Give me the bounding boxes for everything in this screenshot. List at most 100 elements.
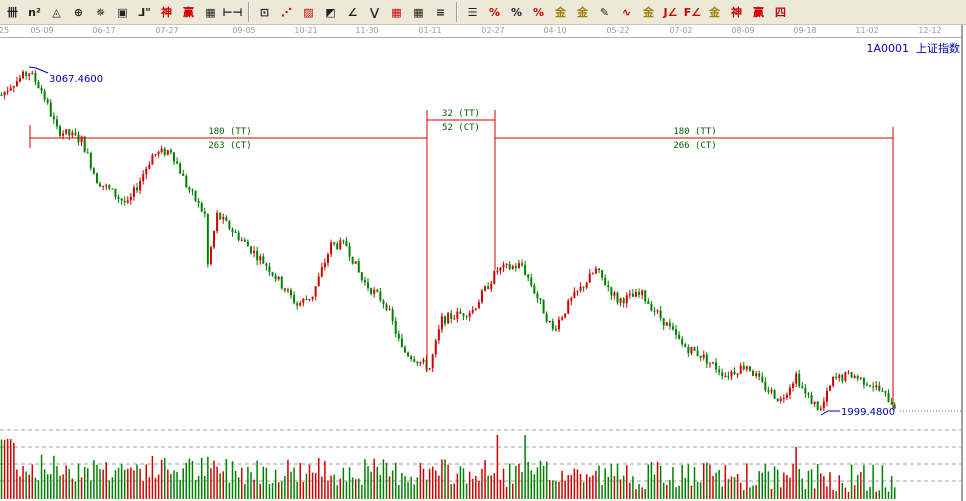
volume-bar (200, 457, 203, 499)
grid-icon[interactable]: 卌 (7, 6, 18, 19)
box-icon[interactable]: ⊡ (259, 5, 270, 19)
volume-bar (105, 462, 107, 499)
candle-body (644, 290, 647, 302)
gold-angle-icon[interactable]: 金 (709, 6, 720, 19)
volume-bar (518, 463, 520, 499)
volume-bar (604, 468, 606, 499)
percent-icon[interactable]: % (510, 5, 523, 19)
ruler-icon[interactable]: ▦ (205, 5, 216, 19)
candle-body (357, 261, 360, 273)
width-icon[interactable]: ⊢⊣ (222, 5, 243, 19)
candle-body (779, 398, 782, 402)
volume-bar (675, 487, 677, 499)
gold-bar-icon[interactable]: 金 (643, 6, 654, 19)
candle-body (844, 372, 847, 381)
shen-icon[interactable]: 神 (161, 6, 172, 19)
volume-bar (447, 464, 449, 499)
candle-body (419, 361, 422, 364)
candle-body (650, 303, 653, 311)
list-icon[interactable]: ☰ (467, 5, 478, 19)
volume-bar (339, 478, 342, 499)
target-icon[interactable]: ⊕ (73, 5, 84, 19)
security-name: 上证指数 (916, 42, 960, 55)
f-angle-icon[interactable]: F∠ (683, 5, 702, 19)
shen-angle-icon[interactable]: 神 (731, 6, 742, 19)
candle-body (166, 150, 169, 155)
arrow-pen-icon[interactable]: ✎ (599, 5, 610, 19)
volume-bar (327, 480, 329, 499)
percent-line-icon[interactable]: % (532, 5, 545, 19)
volume-bar (829, 472, 831, 499)
volume-bar (552, 480, 554, 499)
volume-bar (244, 484, 246, 499)
volume-bar (182, 468, 184, 499)
candle-body (788, 387, 791, 395)
compass-icon[interactable]: ✵ (95, 5, 106, 19)
angle-icon[interactable]: ∠ (347, 5, 358, 19)
volume-bar (625, 465, 628, 499)
sine-icon[interactable]: ∿ (621, 5, 632, 19)
ying-angle-icon[interactable]: 赢 (753, 6, 764, 19)
volume-bar (148, 477, 151, 499)
candle-body (530, 277, 533, 286)
n2-icon[interactable]: n² (28, 5, 41, 19)
square-compass-icon[interactable]: ▣ (117, 5, 128, 19)
volume-bar (93, 460, 95, 499)
volume-bar (607, 476, 610, 499)
candle-body (841, 374, 844, 381)
volume-bar (804, 489, 807, 499)
line-tick-icon[interactable]: ⅃" (138, 5, 151, 19)
candle-body (203, 211, 206, 214)
fan-icon[interactable]: ⋰ (281, 5, 292, 19)
volume-bar (471, 478, 474, 499)
candle-body (699, 355, 702, 358)
candle-body (604, 277, 607, 286)
gann-fan-icon[interactable]: ◩ (325, 5, 336, 19)
cycle-tt-label: 32 (TT) (442, 109, 480, 119)
candle-body (752, 370, 755, 376)
candle-body (225, 217, 228, 221)
volume-bar (807, 470, 810, 499)
percent-red-icon[interactable]: % (488, 5, 501, 19)
candle-body (773, 389, 776, 399)
candle-body (878, 385, 881, 391)
volume-bar (46, 474, 49, 499)
grid-red-icon[interactable]: ▦ (391, 5, 402, 19)
candle-body (798, 373, 801, 387)
gann-box-icon[interactable]: ▨ (303, 5, 314, 19)
volume-bar (34, 477, 37, 499)
candle-body (708, 362, 711, 364)
candle-body (459, 311, 462, 314)
j-angle-icon[interactable]: J∠ (663, 5, 678, 19)
four-angle-icon[interactable]: 四 (775, 6, 786, 19)
candle-body (397, 333, 400, 339)
volume-bar (256, 460, 258, 499)
volume-bar (274, 469, 277, 499)
gold-circle-icon[interactable]: 金 (555, 6, 566, 19)
candle-body (40, 88, 43, 91)
candle-body (376, 289, 379, 292)
volume-bar (422, 468, 425, 499)
volume-bar (231, 461, 234, 499)
parallel-icon[interactable]: ≡ (435, 5, 446, 19)
candle-body (564, 313, 567, 318)
volume-bar (56, 466, 58, 499)
volume-bar (736, 473, 739, 499)
volume-bar (188, 458, 191, 499)
candle-body (209, 247, 212, 265)
volume-bar (832, 489, 834, 499)
triangle-icon[interactable]: ◬ (52, 5, 61, 19)
volume-bar (884, 487, 887, 499)
volume-bar (644, 489, 646, 499)
wave-icon[interactable]: ⋁ (369, 5, 380, 19)
ying-icon[interactable]: 赢 (183, 6, 194, 19)
volume-bar (752, 485, 754, 499)
volume-bar (336, 485, 338, 499)
volume-bar (333, 474, 335, 499)
candle-body (311, 296, 314, 299)
candle-body (339, 240, 342, 250)
grid-black-icon[interactable]: ▦ (413, 5, 424, 19)
volume-bar (502, 468, 505, 499)
gold-line-icon[interactable]: 金 (577, 6, 588, 19)
